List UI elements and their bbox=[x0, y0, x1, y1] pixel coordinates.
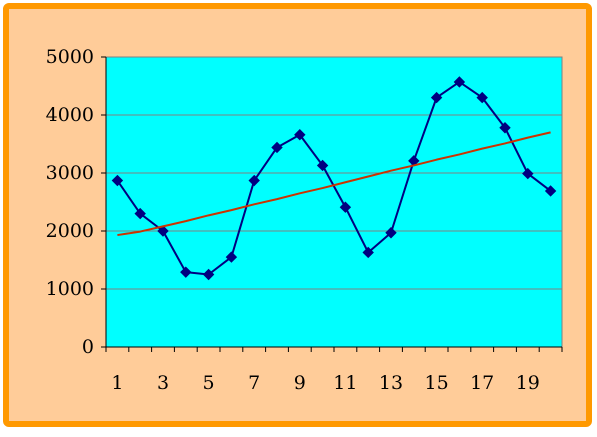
plot-area bbox=[105, 56, 563, 348]
data-point-marker bbox=[271, 141, 283, 154]
data-point-marker bbox=[362, 246, 374, 259]
y-tick-label: 1000 bbox=[46, 278, 94, 300]
x-tick-label: 11 bbox=[333, 372, 357, 394]
axes bbox=[101, 56, 563, 352]
x-tick-label: 15 bbox=[425, 372, 449, 394]
series bbox=[111, 76, 557, 281]
data-point-marker bbox=[225, 251, 238, 263]
x-tick-label: 19 bbox=[516, 372, 540, 394]
data-point-marker bbox=[180, 266, 192, 278]
data-point-marker bbox=[453, 76, 466, 88]
data-point-marker bbox=[499, 122, 511, 134]
data-point-marker bbox=[294, 129, 306, 141]
y-tick-label: 0 bbox=[82, 336, 94, 358]
x-tick-label: 3 bbox=[157, 372, 169, 394]
y-tick-label: 3000 bbox=[46, 162, 94, 184]
x-tick-label: 1 bbox=[111, 372, 123, 394]
data-point-marker bbox=[476, 91, 488, 104]
y-tick-label: 2000 bbox=[46, 220, 94, 242]
data-point-marker bbox=[522, 167, 534, 180]
x-tick-label: 13 bbox=[379, 372, 403, 394]
data-point-marker bbox=[430, 91, 443, 104]
x-tick-label: 17 bbox=[470, 372, 494, 394]
y-tick-label: 5000 bbox=[46, 46, 94, 68]
x-tick-label: 5 bbox=[203, 372, 215, 394]
data-point-marker bbox=[385, 227, 397, 239]
data-point-marker bbox=[248, 174, 260, 187]
data-point-marker bbox=[316, 159, 329, 172]
data-point-marker bbox=[157, 225, 169, 237]
data-point-marker bbox=[111, 174, 124, 187]
data-point-marker bbox=[134, 207, 146, 220]
data-point-marker bbox=[202, 268, 215, 281]
x-tick-label: 7 bbox=[248, 372, 260, 394]
data-point-marker bbox=[544, 185, 557, 197]
data-point-marker bbox=[339, 201, 352, 213]
y-tick-label: 4000 bbox=[46, 104, 94, 126]
trend-line bbox=[117, 131, 551, 237]
x-tick-label: 9 bbox=[294, 372, 306, 394]
gridlines bbox=[106, 114, 562, 290]
